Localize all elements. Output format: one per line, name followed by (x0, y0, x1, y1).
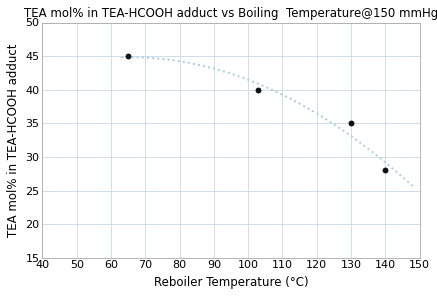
Point (347, 121, 354, 126)
Y-axis label: TEA mol% in TEA-HCOOH adduct: TEA mol% in TEA-HCOOH adduct (7, 43, 20, 237)
Point (255, 87, 262, 92)
Title: TEA mol% in TEA-HCOOH adduct vs Boiling  Temperature@150 mmHg: TEA mol% in TEA-HCOOH adduct vs Boiling … (24, 7, 437, 20)
Point (125, 54, 132, 59)
Point (382, 168, 389, 173)
X-axis label: Reboiler Temperature (°C): Reboiler Temperature (°C) (154, 276, 308, 289)
